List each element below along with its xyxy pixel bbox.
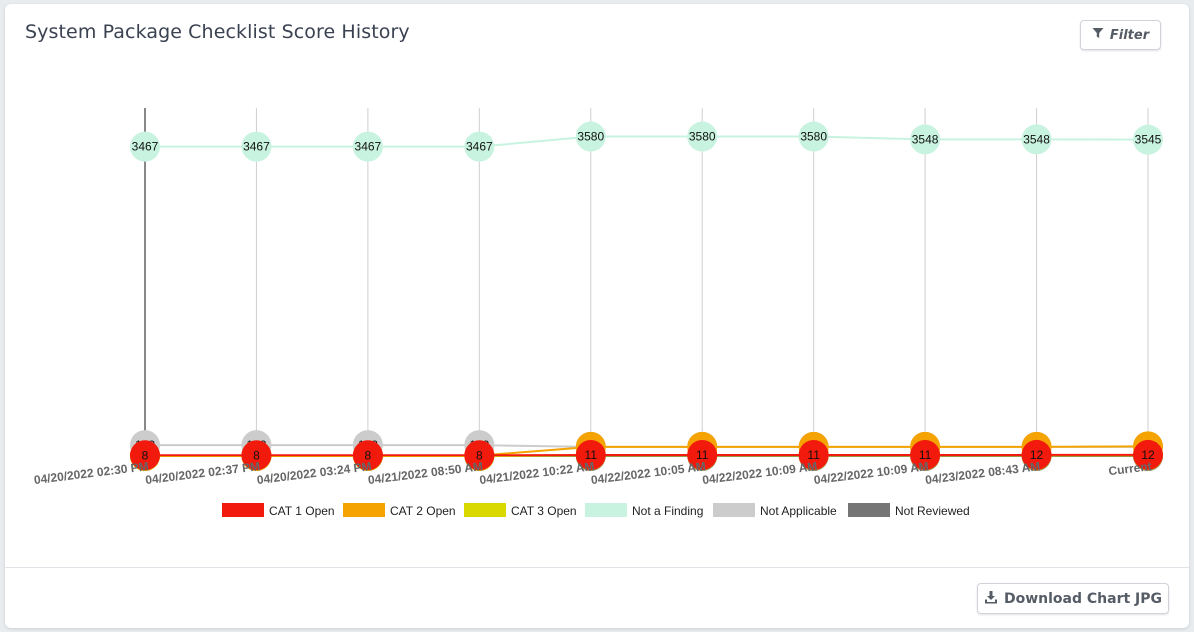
legend-swatch [585, 503, 627, 517]
data-point [687, 121, 718, 152]
data-point [130, 131, 160, 162]
data-label: 3467 [132, 140, 159, 154]
data-point [910, 124, 941, 155]
legend-label: Not Applicable [760, 504, 837, 518]
filter-button[interactable]: Filter [1080, 20, 1161, 50]
data-label: 8 [365, 448, 372, 462]
series-line [145, 135, 1149, 148]
data-point [1133, 124, 1163, 155]
footer-divider [5, 567, 1189, 568]
legend-label: CAT 2 Open [390, 504, 456, 518]
x-tick-label: 04/22/2022 10:05 AM [590, 459, 706, 487]
x-tick-label: Current [1108, 459, 1153, 478]
download-icon [984, 590, 998, 608]
data-point [575, 440, 606, 471]
score-history-chart: 3467 3467 3467 3467 3580 3580 3580 3548 3548 3545… [33, 108, 1163, 518]
legend: CAT 1 Open CAT 2 Open CAT 3 Open Not a Find… [222, 503, 970, 518]
data-label: 3580 [577, 130, 604, 144]
data-label: 3580 [689, 130, 716, 144]
x-tick-label: 04/23/2022 08:43 AM [924, 459, 1040, 487]
data-label: 8 [476, 448, 483, 462]
download-chart-button[interactable]: Download Chart JPG [977, 583, 1169, 614]
data-label: 3545 [1135, 133, 1162, 147]
x-tick-label: 04/20/2022 02:30 PM [33, 459, 149, 487]
series-cat-1-open: 8 8 8 8 11 11 11 11 12 12 [130, 439, 1163, 471]
data-label: 3467 [243, 140, 270, 154]
download-label: Download Chart JPG [1003, 590, 1163, 607]
data-label: 11 [919, 448, 932, 462]
x-tick-label: 04/20/2022 03:24 PM [256, 459, 372, 487]
data-label: 8 [142, 448, 149, 462]
data-label: 3548 [912, 132, 939, 146]
card-title: System Package Checklist Score History [25, 21, 410, 43]
data-point [464, 131, 495, 162]
data-label: 12 [1030, 448, 1044, 462]
x-tick-label: 04/21/2022 08:50 AM [367, 459, 483, 487]
legend-swatch [713, 503, 755, 517]
x-tick-label: 04/22/2022 10:09 AM [702, 459, 818, 487]
data-point [798, 121, 829, 152]
legend-label: Not a Finding [632, 504, 703, 518]
data-point [575, 121, 606, 152]
filter-label: Filter [1109, 27, 1150, 43]
filter-icon [1092, 27, 1104, 43]
chart-card: System Package Checklist Score History F… [5, 4, 1189, 628]
data-label: 3580 [800, 130, 827, 144]
data-point [798, 440, 829, 471]
legend-swatch [222, 503, 264, 517]
legend-swatch [848, 503, 890, 517]
data-label: 3467 [466, 140, 493, 154]
data-point [910, 440, 941, 471]
legend-label: CAT 1 Open [269, 504, 335, 518]
data-label: 11 [807, 448, 820, 462]
legend-label: Not Reviewed [895, 504, 970, 518]
data-point [130, 440, 160, 471]
data-point [464, 440, 495, 471]
data-label: 11 [585, 448, 598, 462]
legend-label: CAT 3 Open [511, 504, 577, 518]
series-not-a-finding: 3467 3467 3467 3467 3580 3580 3580 3548 3548 3545 [130, 121, 1163, 162]
data-point [1021, 439, 1052, 470]
data-point [352, 440, 383, 471]
data-label: 8 [253, 448, 260, 462]
data-label: 3548 [1023, 132, 1050, 146]
data-label: 12 [1141, 448, 1155, 462]
data-point [241, 131, 272, 162]
data-label: 11 [696, 448, 709, 462]
data-point [1021, 124, 1052, 155]
legend-swatch [343, 503, 385, 517]
x-tick-label: 04/20/2022 02:37 PM [145, 459, 261, 487]
legend-swatch [464, 503, 506, 517]
x-tick-label: 04/21/2022 10:22 AM [479, 459, 595, 487]
data-point [352, 131, 383, 162]
grid-lines [144, 108, 1149, 456]
data-point [241, 440, 272, 471]
data-label: 3467 [355, 140, 382, 154]
x-tick-label: 04/22/2022 10:09 AM [813, 459, 929, 487]
data-point [1133, 439, 1163, 470]
data-point [687, 440, 718, 471]
